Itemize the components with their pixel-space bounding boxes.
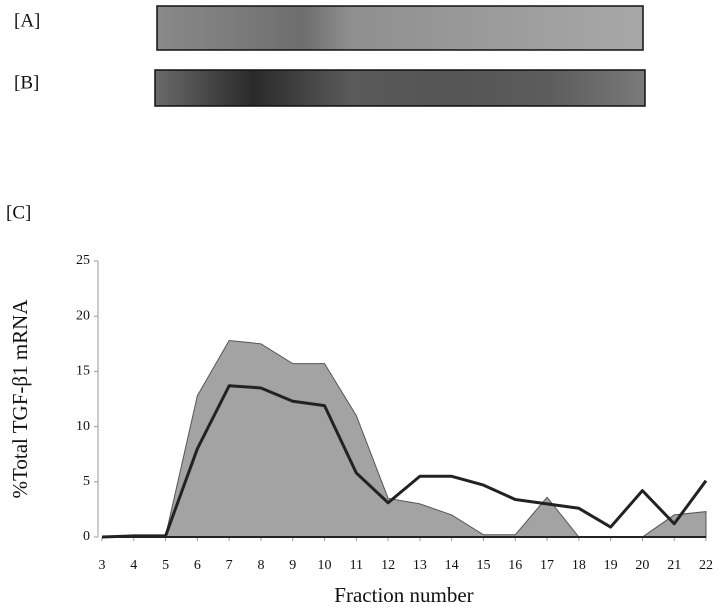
area [101, 339, 707, 538]
x-tick-label: 6 [194, 558, 201, 573]
x-tick-label: 7 [226, 558, 233, 573]
y-tick-label: 15 [76, 364, 90, 379]
x-tick-label: 21 [667, 558, 681, 573]
panel-label: [B] [14, 72, 39, 93]
y-tick-label: 5 [83, 474, 90, 489]
x-axis-label: Fraction number [334, 583, 473, 607]
chart: 0 5 10 15 20 25 3 4 5 6 7 8 9 10 11 12 13 14 15 16 17 18 19 20 2… [8, 253, 713, 607]
x-tick-label: 5 [162, 558, 169, 573]
x-tick-label: 11 [350, 558, 363, 573]
panel-label: [A] [14, 10, 40, 31]
x-tick-label: 22 [699, 558, 713, 573]
x-tick-label: 10 [318, 558, 332, 573]
x-tick-label: 20 [635, 558, 649, 573]
x-tick-label: 14 [445, 558, 459, 573]
x-tick-label: 12 [381, 558, 395, 573]
line [101, 384, 708, 539]
y-tick-label: 20 [76, 308, 90, 323]
x-tick-label: 4 [130, 558, 137, 573]
gel-image [156, 5, 644, 51]
x-tick-label: 16 [508, 558, 522, 573]
x-tick-label: 13 [413, 558, 427, 573]
x-tick-label: 8 [257, 558, 264, 573]
x-tick-label: 15 [476, 558, 490, 573]
gel-image [154, 69, 646, 107]
y-tick-label: 10 [76, 419, 90, 434]
x-tick-label: 17 [540, 558, 554, 573]
y-axis-label: %Total TGF-β1 mRNA [8, 299, 32, 499]
x-tick-label: 18 [572, 558, 586, 573]
x-tick-label: 19 [604, 558, 618, 573]
x-tick-label: 3 [99, 558, 106, 573]
y-tick-label: 0 [83, 529, 90, 544]
x-tick-label: 9 [289, 558, 296, 573]
panel-label: [C] [6, 202, 31, 223]
y-tick-label: 25 [76, 253, 90, 268]
